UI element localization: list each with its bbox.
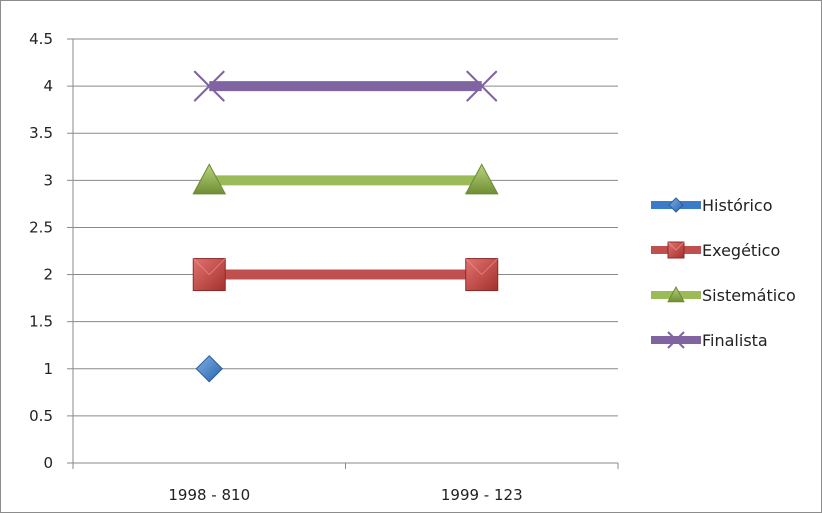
- axis-layer: 0 0.5 1 1.5 2 2.5 3 3.5 4 4.5 1998 - 810 1999 - 123: [29, 30, 619, 504]
- data-point: [195, 355, 223, 383]
- series-3: [192, 163, 499, 195]
- y-tick-label: 0.5: [29, 407, 53, 425]
- grid-layer: [73, 38, 618, 417]
- legend-item: Histórico: [651, 196, 772, 215]
- data-point: [466, 70, 498, 102]
- legend: Histórico Exegético Sistemático Finalista: [651, 196, 796, 350]
- y-tick-label: 3: [43, 171, 53, 189]
- y-tick-label: 0: [43, 454, 53, 472]
- legend-item: Sistemático: [651, 285, 796, 305]
- legend-marker-shade: [675, 241, 685, 251]
- legend-label: Sistemático: [702, 286, 796, 305]
- data-point-shade: [465, 258, 483, 275]
- legend-marker: [667, 331, 685, 349]
- legend-marker: [668, 197, 684, 213]
- legend-marker: [667, 285, 685, 303]
- legend-item: Finalista: [651, 331, 768, 350]
- y-tick-label: 3.5: [29, 124, 53, 142]
- data-point-shade: [192, 258, 210, 275]
- y-tick-label: 4: [43, 77, 53, 95]
- data-point: [192, 163, 227, 195]
- series-4: [193, 70, 498, 102]
- series-1: [195, 355, 223, 383]
- y-tick-label: 2.5: [29, 218, 53, 236]
- y-tick-label: 1.5: [29, 313, 53, 331]
- data-point-shade: [481, 258, 499, 275]
- legend-marker-shade: [667, 241, 677, 251]
- data-point: [193, 70, 225, 102]
- series-2: [192, 258, 499, 292]
- legend-item: Exegético: [651, 241, 780, 260]
- legend-label: Exegético: [702, 241, 780, 260]
- x-tick-label: 1999 - 123: [441, 486, 523, 504]
- series-layer: [192, 70, 499, 383]
- y-tick-label: 2: [43, 266, 53, 284]
- y-tick-label: 1: [43, 360, 53, 378]
- x-tick-label: 1998 - 810: [168, 486, 250, 504]
- legend-label: Finalista: [702, 331, 768, 350]
- legend-label: Histórico: [702, 196, 772, 215]
- data-point: [464, 163, 499, 195]
- data-point-shade: [208, 258, 226, 275]
- y-tick-label: 4.5: [29, 30, 53, 48]
